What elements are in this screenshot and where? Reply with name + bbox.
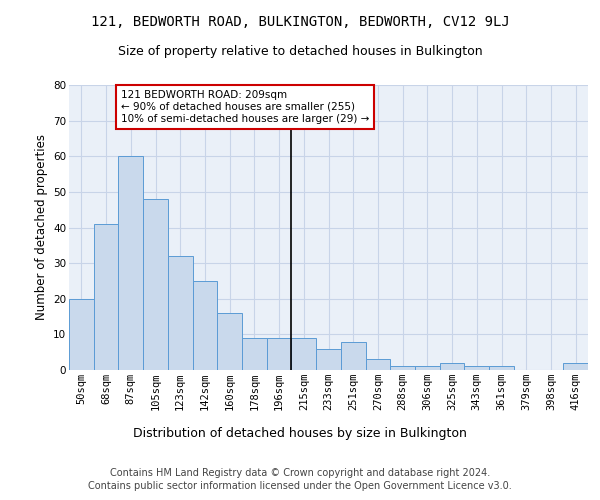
Bar [292, 338, 316, 370]
Bar [94, 224, 118, 370]
Bar [267, 338, 292, 370]
Bar [415, 366, 440, 370]
Text: 121, BEDWORTH ROAD, BULKINGTON, BEDWORTH, CV12 9LJ: 121, BEDWORTH ROAD, BULKINGTON, BEDWORTH… [91, 15, 509, 29]
Bar [489, 366, 514, 370]
Text: Contains public sector information licensed under the Open Government Licence v3: Contains public sector information licen… [88, 481, 512, 491]
Bar [341, 342, 365, 370]
Text: Size of property relative to detached houses in Bulkington: Size of property relative to detached ho… [118, 45, 482, 58]
Bar [440, 363, 464, 370]
Bar [143, 199, 168, 370]
Text: Distribution of detached houses by size in Bulkington: Distribution of detached houses by size … [133, 428, 467, 440]
Bar [217, 313, 242, 370]
Bar [69, 298, 94, 370]
Bar [316, 348, 341, 370]
Bar [118, 156, 143, 370]
Bar [365, 360, 390, 370]
Bar [563, 363, 588, 370]
Y-axis label: Number of detached properties: Number of detached properties [35, 134, 47, 320]
Text: 121 BEDWORTH ROAD: 209sqm
← 90% of detached houses are smaller (255)
10% of semi: 121 BEDWORTH ROAD: 209sqm ← 90% of detac… [121, 90, 369, 124]
Bar [242, 338, 267, 370]
Bar [168, 256, 193, 370]
Text: Contains HM Land Registry data © Crown copyright and database right 2024.: Contains HM Land Registry data © Crown c… [110, 468, 490, 477]
Bar [193, 281, 217, 370]
Bar [390, 366, 415, 370]
Bar [464, 366, 489, 370]
